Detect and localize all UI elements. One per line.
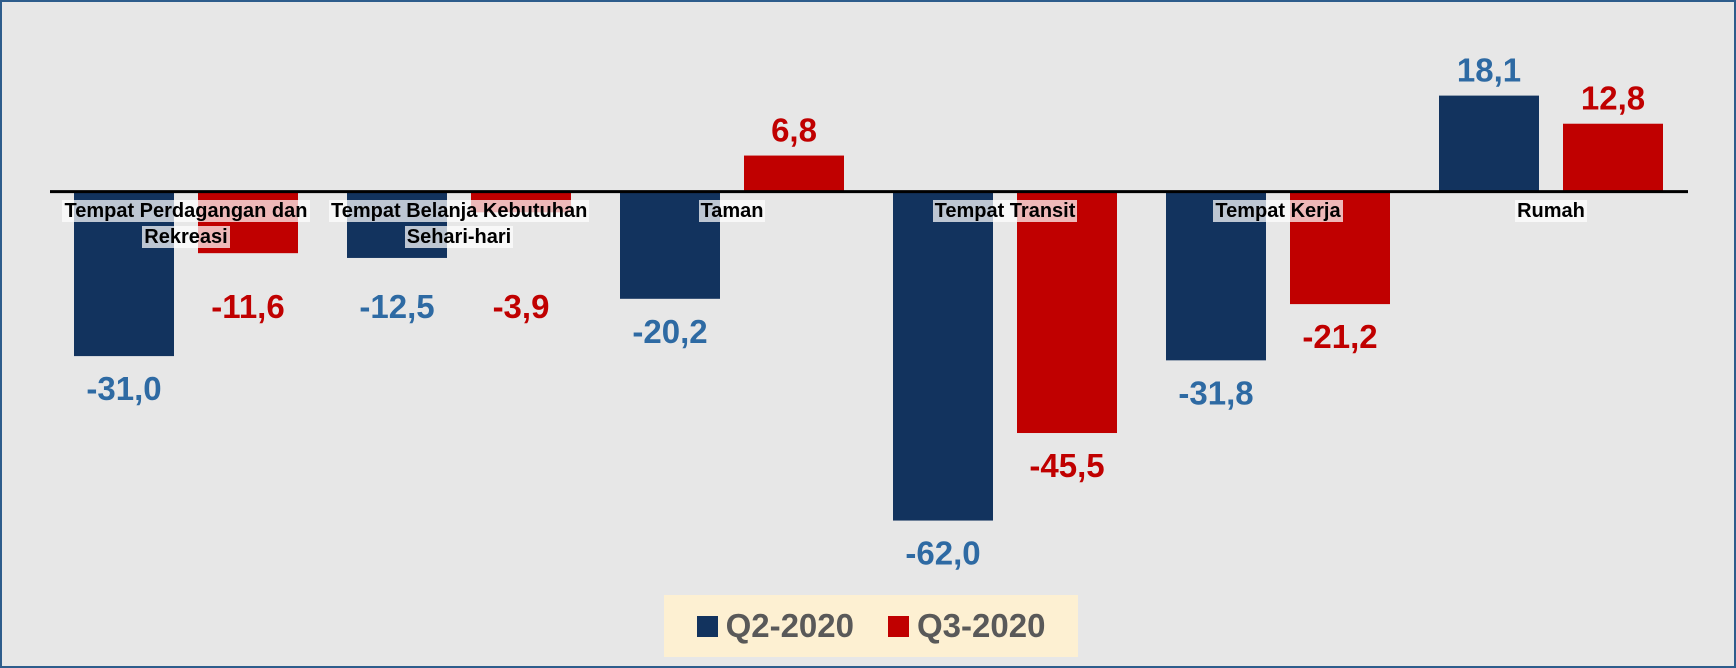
bar <box>1439 95 1539 192</box>
data-label: -12,5 <box>359 288 434 325</box>
bar <box>893 191 993 521</box>
legend-text: Q3-2020 <box>917 607 1046 644</box>
category-text: Tempat Perdagangan dan Rekreasi <box>62 199 310 248</box>
category-text: Tempat Transit <box>932 199 1078 222</box>
category-text: Tempat Kerja <box>1213 199 1343 222</box>
legend-text: Q2-2020 <box>725 607 854 644</box>
legend-item: Q2-2020 <box>696 607 854 645</box>
category-text: Taman <box>698 199 766 222</box>
data-label: -11,6 <box>211 288 284 325</box>
data-label: -45,5 <box>1029 447 1104 484</box>
category-text: Rumah <box>1515 199 1587 222</box>
category-label: Tempat Perdagangan dan Rekreasi <box>56 198 316 250</box>
category-text: Tempat Belanja Kebutuhan Sehari-hari <box>329 199 590 248</box>
legend-swatch <box>888 615 909 637</box>
data-label: 18,1 <box>1457 52 1521 89</box>
category-label: Tempat Belanja Kebutuhan Sehari-hari <box>329 198 590 250</box>
legend: Q2-2020 Q3-2020 <box>664 595 1078 657</box>
data-label: -62,0 <box>905 535 980 572</box>
data-label: 12,8 <box>1581 80 1645 117</box>
bar <box>744 155 844 192</box>
data-label: 6,8 <box>771 112 817 149</box>
bar <box>1563 123 1663 192</box>
bar <box>1017 191 1117 434</box>
category-label: Tempat Transit <box>875 198 1135 224</box>
category-label: Taman <box>602 198 862 224</box>
category-label: Tempat Kerja <box>1148 198 1408 224</box>
data-label: -21,2 <box>1302 318 1377 355</box>
legend-item: Q3-2020 <box>888 607 1045 645</box>
legend-swatch <box>696 615 718 637</box>
data-label: -20,2 <box>632 313 707 350</box>
category-label: Rumah <box>1421 198 1681 224</box>
data-label: -31,0 <box>86 370 161 407</box>
data-label: -31,8 <box>1178 374 1253 411</box>
data-label: -3,9 <box>493 288 550 325</box>
